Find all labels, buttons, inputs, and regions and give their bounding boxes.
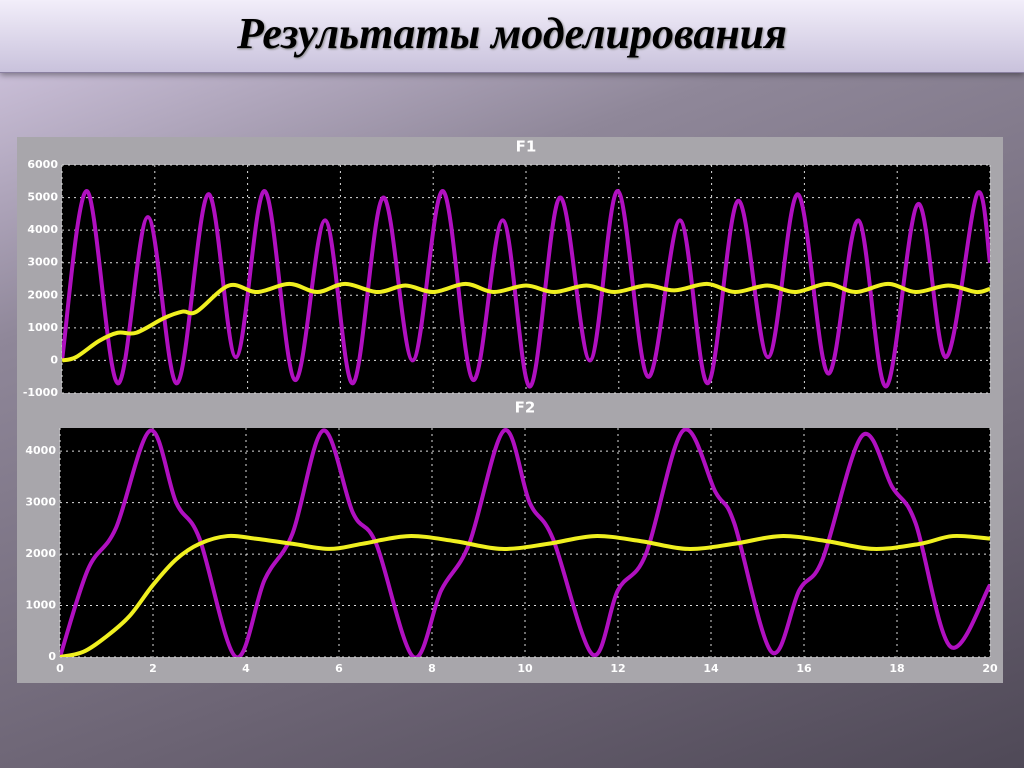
x-tick-label: 18 — [889, 662, 904, 675]
y-tick-label: 3000 — [27, 256, 58, 269]
y-tick-label: 6000 — [27, 158, 58, 171]
y-tick-label: 4000 — [25, 444, 56, 457]
y-tick-label: 5000 — [27, 191, 58, 204]
y-tick-label: 2000 — [27, 288, 58, 301]
series-line — [60, 428, 990, 657]
series-line — [62, 189, 990, 389]
series-line — [60, 533, 990, 657]
y-tick-label: 2000 — [25, 547, 56, 560]
y-tick-label: 0 — [50, 353, 58, 366]
chart-title: F1 — [516, 138, 537, 156]
x-tick-label: 12 — [610, 662, 625, 675]
y-tick-label: 3000 — [25, 496, 56, 509]
x-tick-label: 16 — [796, 662, 812, 675]
x-tick-label: 10 — [517, 662, 533, 675]
y-tick-label: 0 — [48, 650, 56, 663]
chart-panel: F1 -1000 0 1000 2000 3000 4000 5000 6000 F2 0 1000 2… — [17, 137, 1003, 683]
chart-title: F2 — [515, 399, 536, 417]
x-tick-label: 0 — [56, 662, 64, 675]
title-bar — [0, 0, 1024, 73]
x-tick-label: 8 — [428, 662, 436, 675]
x-tick-label: 4 — [242, 662, 250, 675]
y-tick-label: 4000 — [27, 223, 58, 236]
y-tick-label: -1000 — [23, 386, 59, 399]
x-tick-label: 6 — [335, 662, 343, 675]
series-line — [62, 281, 990, 363]
slide-title: Результаты моделирования — [237, 9, 787, 58]
y-tick-label: 1000 — [27, 321, 58, 334]
x-tick-label: 20 — [982, 662, 998, 675]
y-tick-label: 1000 — [25, 599, 56, 612]
x-tick-label: 2 — [149, 662, 157, 675]
x-tick-label: 14 — [703, 662, 719, 675]
